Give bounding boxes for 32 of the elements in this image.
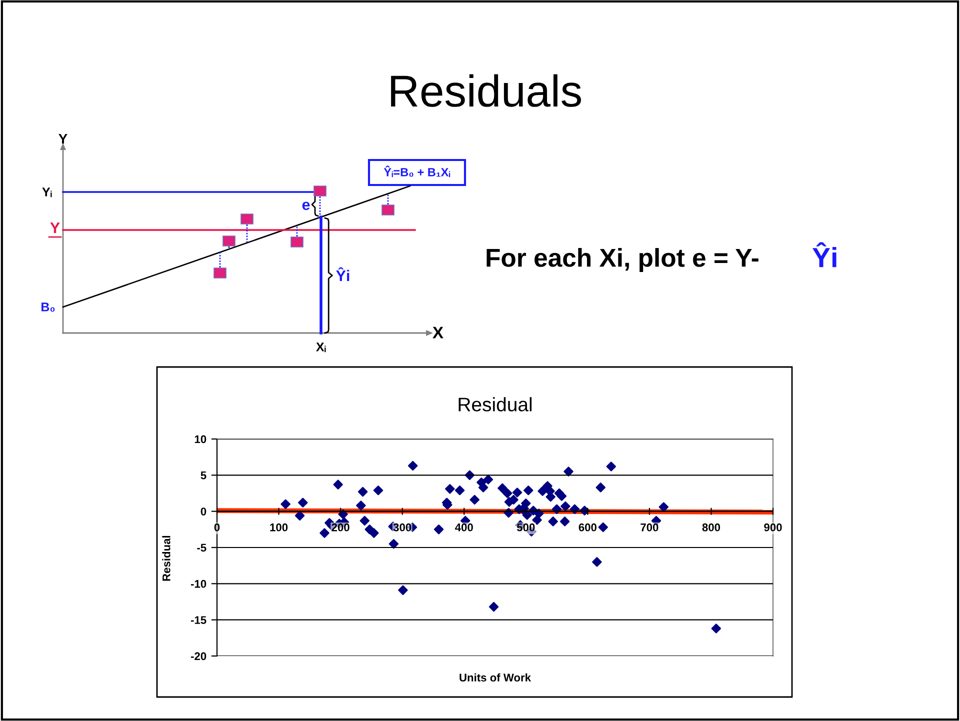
x-tick-label: 900 [764, 523, 782, 532]
y-tick-label: -5 [197, 544, 206, 552]
x-tick-label: 200 [332, 523, 350, 532]
text: Ŷi [812, 242, 836, 268]
y-tick-label: 0 [200, 508, 206, 516]
y-tick-label: -15 [190, 616, 206, 624]
x-tick-label: 300 [393, 523, 412, 532]
text: For each Xi, plot e = Y- [486, 248, 758, 272]
x-tick-label: 400 [455, 523, 473, 532]
x-tick-label: 800 [702, 523, 720, 532]
text: Y [58, 134, 68, 144]
x-tick-label: 600 [578, 523, 596, 532]
text: X [432, 326, 444, 338]
text: Ŷᵢ=B₀ + B₁Xᵢ [384, 166, 450, 178]
y-tick-label: -10 [190, 580, 206, 588]
y-tick-label: 10 [194, 435, 206, 444]
x-tick-label: 0 [214, 523, 220, 532]
text: e [302, 202, 310, 210]
text: Xᵢ [316, 342, 326, 352]
x-tick-label: 700 [640, 523, 658, 532]
text: Y [50, 222, 60, 233]
x-axis-title: Units of Work [460, 673, 532, 682]
x-tick-label: 100 [270, 523, 288, 532]
x-tick-label: 500 [516, 523, 535, 532]
text: Ŷi [336, 267, 350, 281]
y-tick-label: 5 [200, 472, 206, 480]
y-axis-title: Residual [162, 536, 170, 581]
chart-title: Residual [458, 397, 532, 412]
y-tick-label: -20 [190, 652, 206, 660]
text: Residuals [391, 74, 581, 107]
text: B₀ [42, 302, 55, 312]
text: Yᵢ [42, 188, 52, 198]
